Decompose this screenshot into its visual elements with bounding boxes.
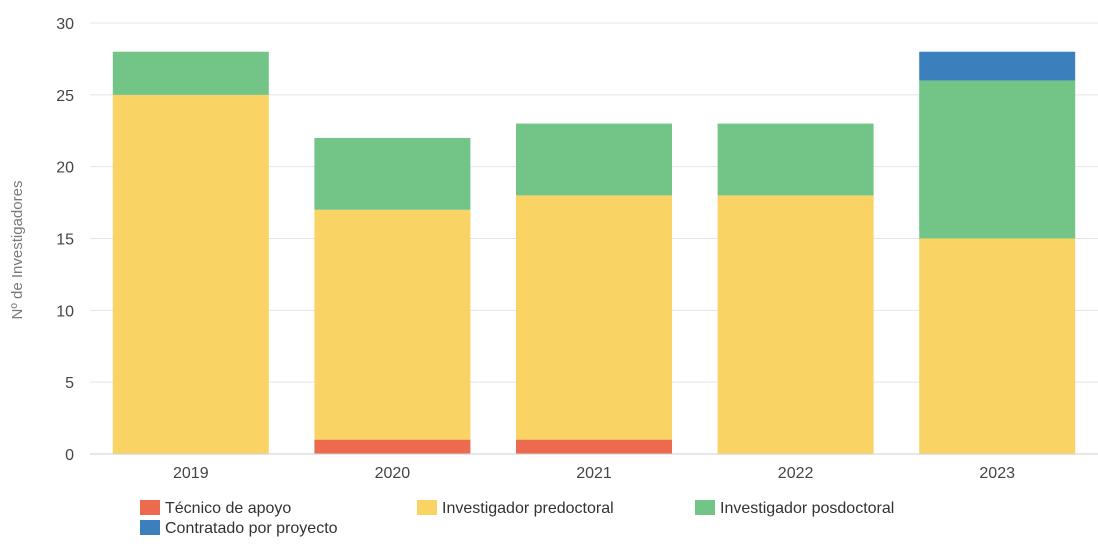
bar-segment (919, 238, 1076, 454)
legend-label: Contratado por proyecto (165, 520, 338, 537)
legend-swatch (417, 500, 437, 515)
x-tick-label: 2021 (576, 465, 612, 482)
bar-segment (314, 137, 471, 210)
y-tick-label: 25 (56, 88, 74, 105)
bar-segment (516, 439, 672, 454)
legend-label: Investigador predoctoral (442, 500, 614, 517)
y-tick-label: 10 (56, 303, 74, 320)
bar-segment (919, 80, 1076, 239)
x-tick-label: 2019 (173, 465, 209, 482)
y-tick-label: 0 (65, 447, 74, 464)
y-tick-label: 15 (56, 232, 74, 249)
legend: Técnico de apoyo Investigador predoctoral… (140, 500, 894, 537)
x-tick-label: 2022 (778, 465, 814, 482)
bar-segment (314, 209, 471, 440)
legend-swatch (140, 520, 160, 535)
x-tick-label: 2023 (979, 465, 1015, 482)
legend-swatch (695, 500, 715, 515)
y-tick-label: 5 (65, 375, 74, 392)
legend-swatch (140, 500, 160, 515)
x-tick-label: 2020 (375, 465, 411, 482)
y-tick-label: 30 (56, 16, 74, 33)
legend-label: Técnico de apoyo (165, 500, 291, 517)
y-tick-label: 20 (56, 160, 74, 177)
bar-segment (112, 51, 269, 95)
bars (112, 51, 1076, 454)
y-axis-title: Nº de Investigadores (9, 181, 26, 320)
bar-segment (919, 51, 1076, 81)
y-axis-ticks: 0 5 10 15 20 25 30 (56, 16, 74, 464)
bar-segment (516, 123, 672, 196)
legend-label: Investigador posdoctoral (720, 500, 894, 517)
bar-segment (314, 439, 471, 454)
bar-segment (516, 195, 672, 440)
bar-segment (717, 123, 874, 196)
bar-segment (717, 195, 874, 454)
x-axis-ticks: 2019 2020 2021 2022 2023 (173, 465, 1015, 482)
bar-segment (112, 94, 269, 454)
